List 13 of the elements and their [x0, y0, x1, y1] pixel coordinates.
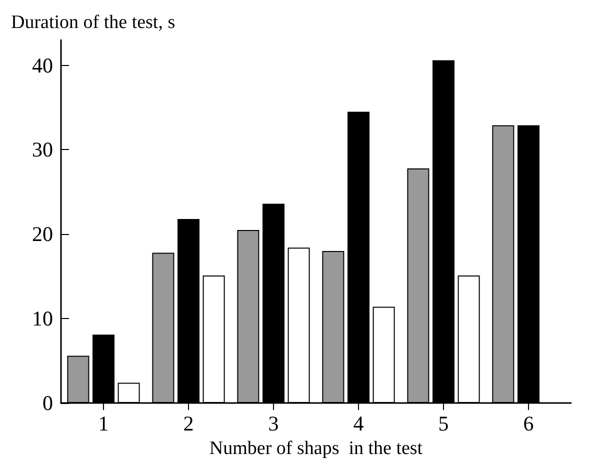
x-tick-label: 2	[183, 412, 194, 436]
x-tick-label: 5	[438, 412, 449, 436]
y-tick-label: 10	[32, 306, 53, 331]
y-tick-label: 20	[32, 222, 53, 246]
x-tick-label: 6	[523, 412, 534, 436]
y-tick-label: 0	[42, 391, 53, 415]
x-tick-label: 3	[268, 412, 279, 436]
x-tick-label: 4	[353, 412, 364, 436]
x-axis-title: Number of shaps in the test	[209, 438, 424, 459]
y-axis-title: Duration of the test, s	[11, 12, 176, 33]
x-tick-label: 1	[98, 412, 109, 436]
y-tick-label: 40	[32, 53, 53, 78]
y-tick-label: 30	[32, 138, 53, 162]
